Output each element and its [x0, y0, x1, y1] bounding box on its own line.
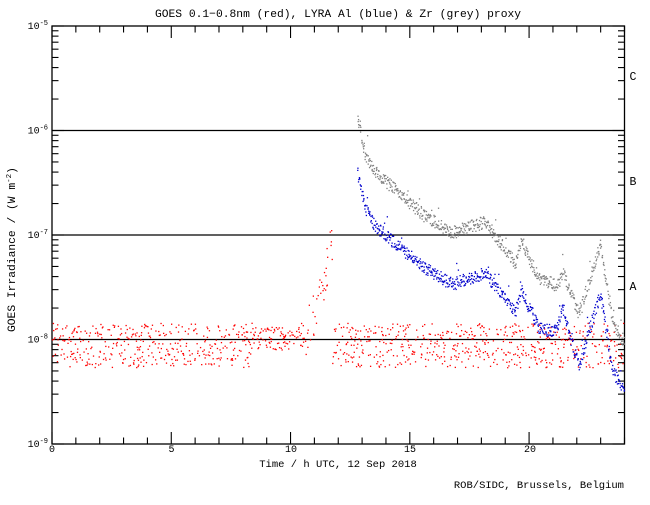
svg-text:A: A — [630, 281, 637, 294]
svg-text:0: 0 — [49, 445, 55, 456]
svg-text:C: C — [630, 71, 637, 84]
svg-text:ROB/SIDC, Brussels, Belgium: ROB/SIDC, Brussels, Belgium — [454, 480, 624, 492]
svg-text:GOES 0.1−0.8nm (red), LYRA Al: GOES 0.1−0.8nm (red), LYRA Al (blue) & Z… — [155, 9, 521, 21]
svg-text:B: B — [630, 176, 637, 189]
svg-text:15: 15 — [404, 445, 416, 456]
svg-text:GOES Irradiance / (W m-2): GOES Irradiance / (W m-2) — [6, 167, 19, 332]
svg-text:20: 20 — [524, 445, 536, 456]
svg-text:Time / h UTC, 12 Sep 2018: Time / h UTC, 12 Sep 2018 — [259, 459, 417, 471]
svg-text:5: 5 — [168, 445, 174, 456]
svg-text:10: 10 — [285, 445, 297, 456]
